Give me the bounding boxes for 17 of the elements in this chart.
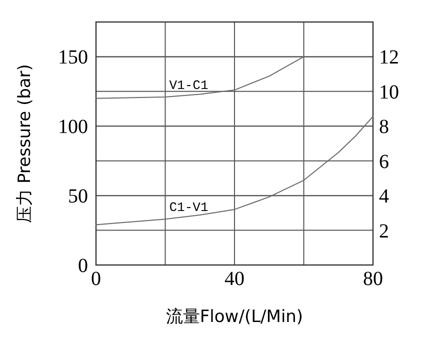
series-label: V1-C1 [169, 78, 208, 93]
y2-tick-label: 10 [379, 81, 399, 104]
line-series [96, 56, 304, 99]
y2-tick-label: 6 [379, 150, 389, 173]
y-tick-label: 150 [58, 46, 88, 69]
y-tick-label: 50 [68, 186, 88, 208]
y-tick-label: 100 [58, 116, 88, 138]
y2-tick-label: 4 [379, 186, 389, 208]
x-tick-label: 80 [363, 268, 383, 290]
series-label: C1-V1 [169, 200, 208, 216]
x-axis-title: 流量Flow/(L/Min) [166, 307, 304, 327]
y2-tick-label: 8 [379, 116, 389, 138]
y2-tick-label: 12 [379, 46, 399, 69]
y2-tick-label: 2 [379, 220, 389, 242]
line-series [96, 116, 374, 226]
y-axis-title: 压力 Pressure (bar) [15, 64, 35, 223]
x-tick-label: 40 [224, 268, 244, 290]
